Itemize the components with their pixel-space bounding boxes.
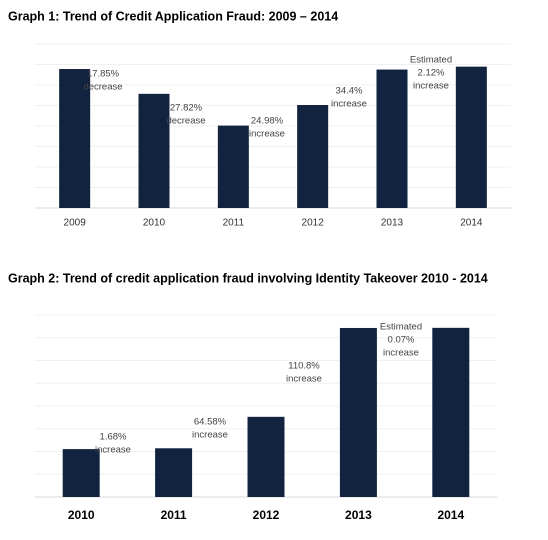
annotation: decrease — [166, 116, 205, 127]
x-tick-label: 2013 — [345, 508, 372, 522]
bar — [217, 125, 249, 208]
annotation: Estimated — [380, 322, 422, 333]
annotation: 2.12% — [418, 68, 445, 79]
annotation: 64.58% — [194, 417, 227, 428]
annotation: 110.8% — [288, 361, 320, 372]
annotation: Estimated — [410, 55, 452, 66]
chart-title: Graph 2: Trend of credit application fra… — [8, 271, 488, 285]
x-tick-label: 2014 — [460, 218, 483, 229]
bar — [155, 448, 193, 497]
annotation: increase — [383, 348, 419, 359]
bar — [59, 69, 91, 208]
annotation: 24.98% — [251, 116, 284, 127]
annotation: 27.82% — [170, 103, 203, 114]
chart-title: Graph 1: Trend of Credit Application Fra… — [8, 9, 338, 23]
bar — [376, 69, 408, 209]
x-tick-label: 2011 — [223, 218, 245, 229]
annotation: increase — [413, 81, 449, 92]
annotation: increase — [331, 99, 367, 110]
annotation: increase — [249, 129, 285, 140]
bar — [62, 449, 100, 497]
annotation: increase — [286, 374, 322, 385]
annotation: 34.4% — [336, 86, 363, 97]
bar — [247, 416, 285, 497]
x-tick-label: 2009 — [64, 218, 87, 229]
bar — [339, 327, 377, 497]
x-tick-label: 2012 — [253, 508, 280, 522]
x-tick-label: 2014 — [437, 508, 464, 522]
x-tick-label: 2013 — [381, 218, 404, 229]
bar — [432, 327, 470, 497]
bar — [138, 93, 170, 208]
x-tick-label: 2010 — [68, 508, 95, 522]
bar — [297, 105, 329, 208]
x-tick-label: 2010 — [143, 218, 166, 229]
bar — [455, 66, 487, 208]
annotation: increase — [95, 445, 131, 456]
annotation: 0.07% — [388, 335, 415, 346]
annotation: 17.85% — [87, 69, 120, 80]
annotation: decrease — [83, 82, 122, 93]
x-tick-label: 2011 — [161, 508, 187, 522]
annotation: increase — [192, 430, 228, 441]
x-tick-label: 2012 — [302, 218, 325, 229]
annotation: 1.68% — [100, 432, 127, 443]
